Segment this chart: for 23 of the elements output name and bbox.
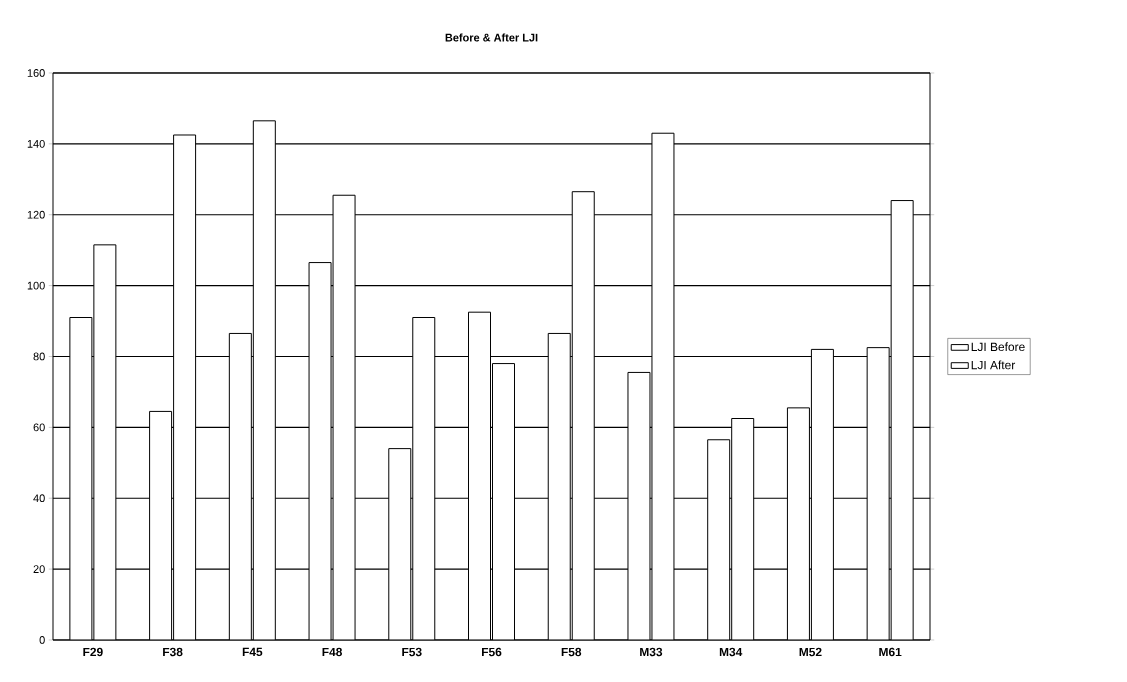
x-tick-label: F53 xyxy=(402,647,422,657)
y-tick-label: 40 xyxy=(33,494,45,503)
y-tick-label: 20 xyxy=(33,565,45,573)
x-tick-label: M52 xyxy=(799,647,822,657)
x-tick-label: M61 xyxy=(879,647,902,657)
y-tick-label: 60 xyxy=(33,423,45,432)
x-tick-label: F48 xyxy=(322,647,342,657)
x-tick-label: M34 xyxy=(719,647,743,657)
y-tick-label: 140 xyxy=(27,139,45,148)
x-tick-label: M33 xyxy=(640,647,663,657)
legend-label: LJI Before xyxy=(971,342,1025,352)
legend-label: LJI After xyxy=(971,360,1016,370)
y-tick-label: 120 xyxy=(27,210,45,219)
y-tick-label: 0 xyxy=(39,636,45,644)
x-tick-label: F29 xyxy=(83,647,103,657)
y-tick-label: 80 xyxy=(33,352,45,361)
x-tick-label: F58 xyxy=(561,647,582,657)
x-tick-label: F56 xyxy=(482,647,502,657)
x-tick-label: F38 xyxy=(163,647,183,657)
x-tick-label: F45 xyxy=(242,647,263,657)
y-tick-label: 100 xyxy=(27,281,45,290)
chart-title: Before & After LJI xyxy=(445,33,538,42)
y-tick-label: 160 xyxy=(27,69,45,77)
